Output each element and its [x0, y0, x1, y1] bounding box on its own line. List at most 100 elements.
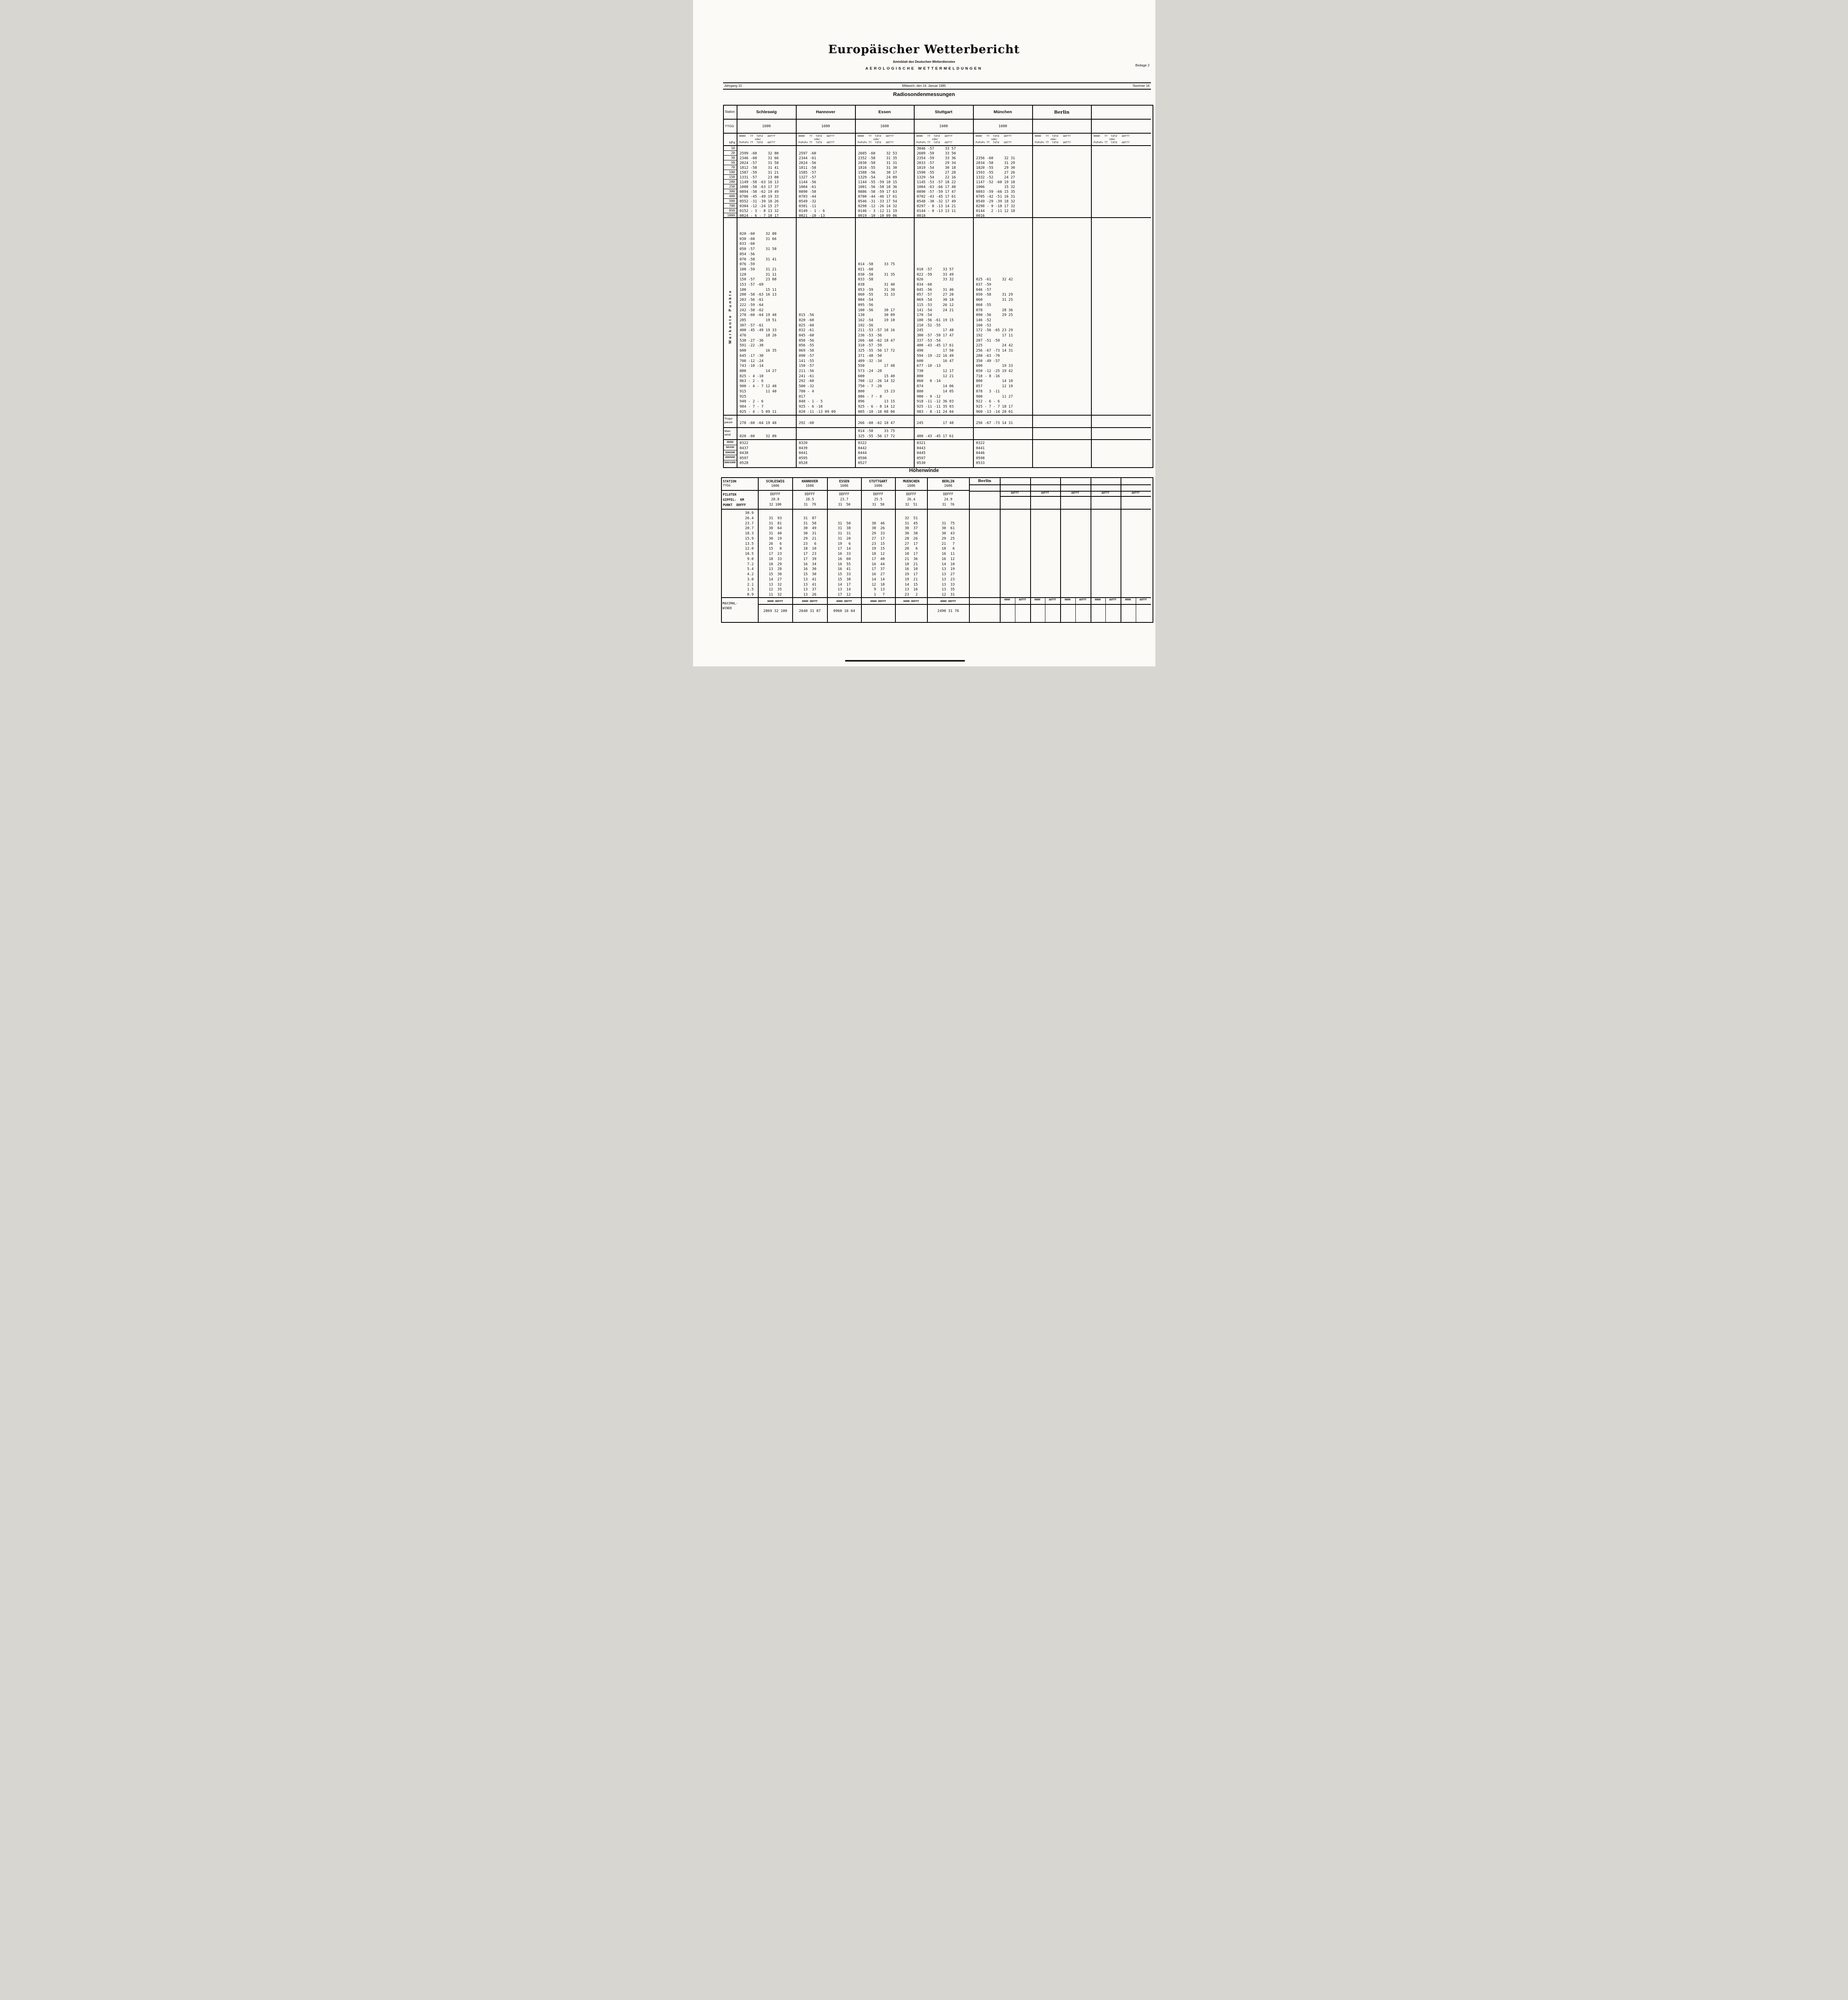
- ratio-data: [1092, 440, 1151, 466]
- page-title: Europäischer Wetterbericht: [828, 42, 1020, 56]
- hw-column-stuttgart: STUTTGART 1606 DDFFF 25.5 31 50 30 46 30…: [861, 478, 895, 622]
- hw-max-ddfff-label: ddfff: [1139, 598, 1147, 601]
- station-name: München: [973, 106, 1032, 120]
- hw-ddfff-colhead: ddfff: [1131, 491, 1140, 494]
- level-label: 150: [723, 175, 737, 180]
- nummer-label: Nummer 16: [1133, 84, 1150, 88]
- pressure-data: 3046 -57 33 57 2609 -59 33 50 2354 -59 3…: [914, 146, 973, 218]
- hw-ddfff-colhead: ddfff: [1011, 491, 1019, 494]
- level-label: 30: [723, 156, 737, 160]
- hw-max-value: [862, 605, 895, 609]
- hw-max-hhhh-label: HHHH: [1125, 598, 1131, 601]
- hw-station-cell: SCHLESWIG 1606: [758, 478, 792, 491]
- hoehenwinde-table: STATION YYGG PILOTEN GIPFEL- KM PUNKT DD…: [721, 477, 1153, 623]
- ratio-text: [1033, 440, 1091, 441]
- hw-station-cell: STUTTGART 1606: [861, 478, 895, 491]
- hpa-label-cell: hPa: [723, 134, 737, 146]
- level-label: 500: [723, 199, 737, 204]
- hw-piloten-cell: DDFFF 28.5 31 79: [793, 491, 827, 510]
- hw-wind-data: 31 87 31 58 30 49 30 31 29 21 23 6 18 10…: [793, 510, 827, 598]
- hw-max-colhead: HHHH DDFFF: [927, 598, 969, 605]
- hw-max-cell: HHHH DDFFF 0960 16 64: [827, 598, 861, 620]
- column-header-text: HHHH TT TdTd ddfff oder PnPnPn TT TdTd d…: [975, 134, 1012, 144]
- hw-ddfff-colhead: ddfff: [1041, 491, 1049, 494]
- hw-station-yygg: 1606: [907, 484, 915, 488]
- hw-max-hhhh-label: HHHH: [1065, 598, 1071, 601]
- hw-punkt: 31 79: [803, 503, 816, 507]
- hw-max-hhhh-label: HHHH: [1004, 598, 1010, 601]
- hw-piloten-values: DDFFF 25.5 31 50: [862, 491, 895, 508]
- markante-punkte-label: Markante Punkte: [728, 289, 732, 344]
- column-header: HHHH TT TdTd ddfff oder PnPnPn TT TdTd d…: [737, 134, 796, 146]
- maxwind-data: [796, 428, 855, 440]
- station-name: Stuttgart: [914, 106, 973, 120]
- level-label: 300: [723, 189, 737, 194]
- markante-data: 020 -60 32 80 030 -60 31 66 033 -60 050 …: [737, 218, 796, 416]
- station-yygg: 1600: [914, 120, 973, 134]
- ratio-label: 30/50: [723, 440, 737, 445]
- hw-wind-text: 30 46 30 26 29 33 27 17 23 15 19 15 18 1…: [871, 521, 885, 597]
- station-name: Schleswig: [737, 106, 796, 120]
- hw-max-label-cell: MAXIMAL- WINDE: [722, 598, 758, 620]
- hw-wind-text: 31 50 31 38 31 31 31 20 19 6 17 14 16 33…: [837, 521, 851, 597]
- column-header: HHHH TT TdTd ddfff oder PnPnPn TT TdTd d…: [914, 134, 973, 146]
- markante-data: 025 -61 32 42 037 -59 046 -57 050 -58 31…: [973, 218, 1032, 416]
- maxwind-text: [1033, 428, 1091, 429]
- tropo-text: 245 17 48: [917, 421, 954, 425]
- hw-max-colhead: HHHH DDFFF: [793, 598, 827, 605]
- column-header: HHHH TT TdTd ddfff oder PnPnPn TT TdTd d…: [1091, 134, 1151, 146]
- hw-wind-text: 32 51 31 45 30 37 30 38 28 26 27 17 20 6…: [905, 516, 918, 597]
- ratio-text: [1092, 440, 1151, 441]
- pressure-text: 3046 -57 33 57 2609 -59 33 50 2354 -59 3…: [917, 147, 956, 218]
- level-label: 50: [723, 160, 737, 165]
- pressure-data: 2597 -60 2344 -61 2024 -56 1811 -58 1585…: [796, 146, 855, 218]
- pressure-data: 2605 -60 32 53 2352 -58 31 35 2030 -58 3…: [855, 146, 914, 218]
- column-berlin: Berlin HHHH TT TdTd ddfff oder PnPnPn TT…: [1032, 106, 1091, 467]
- subtitle: Amtsblatt des Deutschen Wetterdienstes: [893, 60, 955, 64]
- ratio-data: 0322 0441 0446 0598 0533: [974, 440, 1032, 466]
- hpa-label: hPa: [729, 140, 735, 144]
- hw-altitudes: 30.9 26.4 23.7 20.7 18.3 15.9 13.5 12.0 …: [745, 511, 754, 597]
- hw-punkt: 31 76: [942, 503, 955, 507]
- hw-piloten-cell: DDFFF 28.8 32 100: [758, 491, 792, 510]
- level-label: 850: [723, 208, 737, 213]
- hw-piloten-labels: PILOTEN GIPFEL- KM PUNKT DDFFF: [723, 493, 746, 507]
- column-header: HHHH TT TdTd ddfff oder PnPnPn TT TdTd d…: [973, 134, 1032, 146]
- column-header-text: HHHH TT TdTd ddfff oder PnPnPn TT TdTd d…: [916, 134, 953, 144]
- column-schleswig: Schleswig 1600 HHHH TT TdTd ddfff oder P…: [736, 106, 796, 467]
- grid-line: [1075, 597, 1076, 622]
- hw-max-hhhh-label: HHHH: [1095, 598, 1101, 601]
- hw-gipfel: 25.5: [874, 498, 883, 502]
- maxwind-data: [973, 428, 1032, 440]
- hw-label-column: STATION YYGG PILOTEN GIPFEL- KM PUNKT DD…: [721, 478, 758, 622]
- scan-artifact: [845, 660, 965, 662]
- hw-max-colhead: HHHH DDFFF: [758, 598, 792, 605]
- hw-max-value: [896, 605, 927, 609]
- column-hannover: Hannover 1600 HHHH TT TdTd ddfff oder Pn…: [795, 106, 855, 467]
- ratio-data: 0322 0442 0444 0598 0527: [856, 440, 914, 466]
- hw-station-name: HANNOVER: [801, 480, 818, 484]
- document-page: Europäischer Wetterbericht Amtsblatt des…: [693, 0, 1155, 666]
- grid-line: [999, 478, 1001, 622]
- hw-column-berlin: BERLIN 1606 DDFFF 24.9 31 76 31 75 30 61…: [927, 478, 970, 622]
- pressure-data: [1091, 146, 1151, 218]
- hw-max-ddfff-label: ddfff: [1049, 598, 1056, 601]
- ratio-text: 0322 0437 0438 0597 0528: [739, 441, 749, 466]
- hw-max-hhhh-label: HHHH: [1034, 598, 1041, 601]
- subtitle-aerologische: AEROLOGISCHE WETTERMELDUNGEN: [865, 66, 983, 71]
- ratio-text: 0321 0443 0445 0597 0530: [917, 441, 926, 466]
- grid-line: [1030, 478, 1031, 622]
- hw-max-colhead: HHHH DDFFF: [827, 598, 861, 605]
- hw-piloten-values: DDFFF 28.5 31 79: [793, 491, 827, 508]
- hw-max-value: 2490 31 76: [937, 609, 959, 613]
- hw-wind-text: 31 87 31 58 30 49 30 31 29 21 23 6 18 10…: [803, 516, 817, 597]
- hw-station-name: STUTTGART: [869, 480, 888, 484]
- hw-station-name: ESSEN: [839, 480, 849, 484]
- maxwind-data: 020 -60 32 80: [737, 428, 796, 440]
- tropopause-data: 278 -60 -64 19 48: [737, 416, 796, 428]
- hw-piloten-values: DDFFF 24.9 31 76: [928, 491, 969, 508]
- station-name: Hannover: [796, 106, 855, 120]
- hw-berlin-box-label: Berlin: [978, 479, 991, 483]
- hw-piloten-cell: DDFFF 26.4 32 51: [895, 491, 927, 510]
- hw-ddfff: DDFFF: [873, 492, 883, 496]
